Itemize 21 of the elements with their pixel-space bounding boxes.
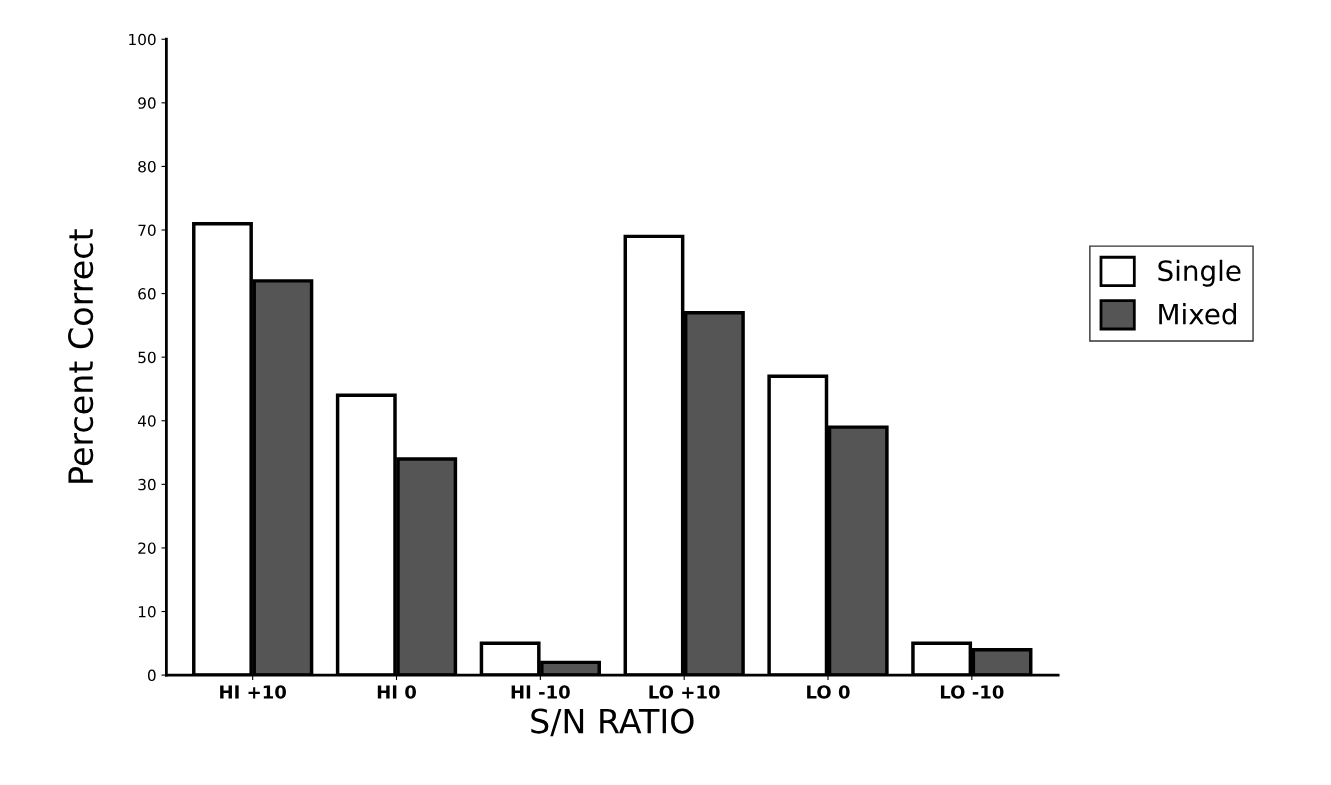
y-tick-label: 10 xyxy=(138,605,156,618)
y-tick-label: 50 xyxy=(138,351,156,364)
y-tick-label: 0 xyxy=(147,669,156,682)
y-tick-label: 90 xyxy=(138,97,156,109)
y-tick-label: 60 xyxy=(138,288,156,300)
x-tick-label: LO 0 xyxy=(807,685,850,699)
legend-label: Mixed xyxy=(1159,303,1236,325)
y-tick-label: 40 xyxy=(137,415,156,427)
y-tick-label: 30 xyxy=(138,478,156,491)
legend-label: Single xyxy=(1158,259,1241,287)
y-axis-title: Percent Correct xyxy=(68,229,94,483)
x-axis-title: S/N RATIO xyxy=(531,708,694,737)
x-tick-label: HI +10 xyxy=(220,685,286,699)
x-tick-label: LO +10 xyxy=(649,685,720,699)
y-tick-label: 80 xyxy=(138,160,156,173)
y-tick-label: 20 xyxy=(138,542,156,554)
x-tick-label: HI -10 xyxy=(511,685,570,699)
y-tick-label: 70 xyxy=(138,224,156,237)
x-tick-label: LO -10 xyxy=(940,685,1004,699)
x-tick-label: HI 0 xyxy=(377,685,416,699)
y-tick-label: 100 xyxy=(129,33,156,46)
